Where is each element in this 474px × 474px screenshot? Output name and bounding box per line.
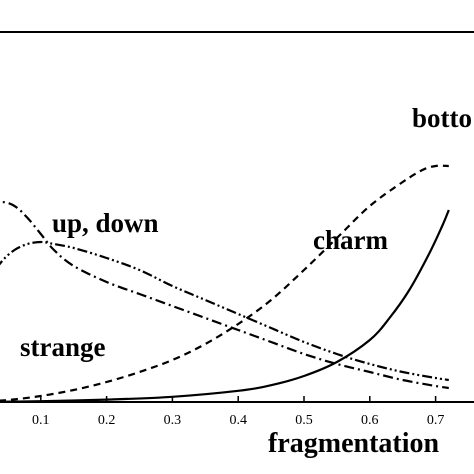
series-line-up-down xyxy=(0,200,449,390)
x-tick-label: 0.2 xyxy=(98,413,116,428)
strange-label: strange xyxy=(20,332,105,362)
x-tick-label: 0.5 xyxy=(295,413,313,428)
series-line-strange xyxy=(0,240,449,382)
x-axis-label: fragmentation xyxy=(268,428,440,459)
x-tick-label: 0.3 xyxy=(164,413,182,428)
series-curves xyxy=(0,164,450,403)
x-tick-label: 0.7 xyxy=(427,413,445,428)
x-tick-label: 0.6 xyxy=(361,413,379,428)
bottom-label: botto xyxy=(412,103,472,133)
charm-label: charm xyxy=(313,225,388,255)
up-down-label: up, down xyxy=(52,208,159,238)
series-line-charm xyxy=(0,164,449,402)
series-line-bottom xyxy=(0,209,450,403)
x-axis-ticks: 00.10.20.30.40.50.60.70 xyxy=(32,396,445,428)
x-tick-label: 0.4 xyxy=(229,413,247,428)
x-tick-label: 0.1 xyxy=(32,413,50,428)
